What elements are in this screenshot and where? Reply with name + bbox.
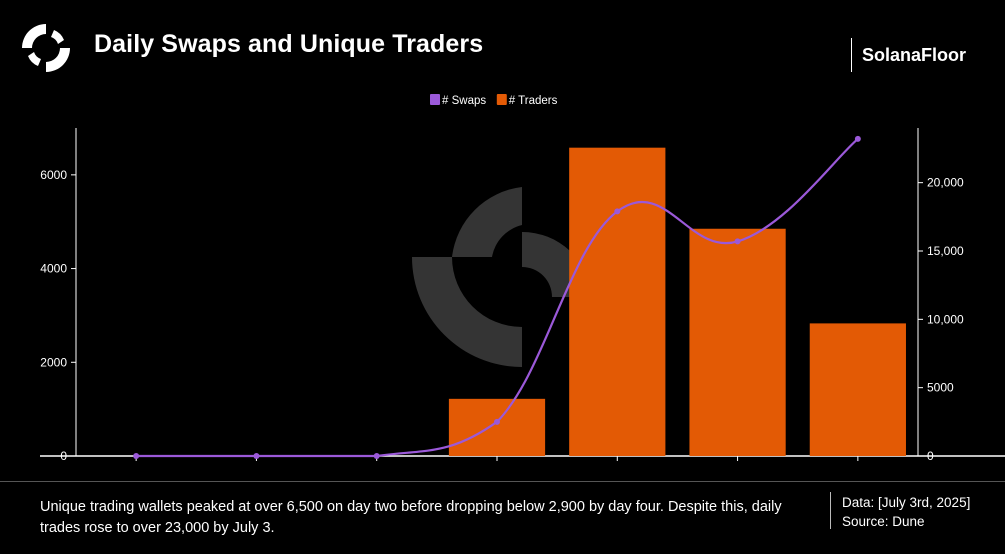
legend-swatch bbox=[430, 94, 440, 105]
footer-divider bbox=[0, 481, 1005, 482]
bar-traders bbox=[809, 323, 906, 456]
brand-name: SolanaFloor bbox=[862, 45, 967, 65]
bar-traders bbox=[448, 398, 546, 456]
point-swaps bbox=[373, 453, 380, 459]
source-block: Data: [July 3rd, 2025] Source: Dune bbox=[842, 493, 970, 531]
point-swaps bbox=[253, 453, 260, 459]
brand-divider bbox=[851, 38, 852, 72]
solanafloor-logo-icon bbox=[22, 24, 70, 72]
y-left-tick-label: 6000 bbox=[40, 168, 67, 182]
legend-label: # Swaps bbox=[442, 95, 486, 107]
chart-area: # Swaps# Traders 02000400060000500010,00… bbox=[0, 92, 1005, 476]
point-swaps bbox=[734, 238, 741, 245]
y-right-tick-label: 15,000 bbox=[927, 244, 964, 258]
point-swaps bbox=[494, 418, 500, 425]
legend-label: # Traders bbox=[509, 95, 558, 107]
legend: # Swaps # Traders bbox=[430, 94, 558, 107]
bar-traders bbox=[689, 228, 786, 456]
data-date: Data: [July 3rd, 2025] bbox=[842, 495, 971, 510]
point-swaps bbox=[614, 208, 621, 215]
header: Daily Swaps and Unique Traders SolanaFlo… bbox=[0, 0, 1005, 92]
bar-traders bbox=[569, 147, 666, 456]
chart: # Swaps# Traders 02000400060000500010,00… bbox=[40, 94, 1005, 476]
page-title: Daily Swaps and Unique Traders bbox=[94, 30, 484, 58]
data-source: Source: Dune bbox=[842, 514, 925, 529]
chart-caption: Unique trading wallets peaked at over 6,… bbox=[40, 499, 782, 536]
y-left-tick-label: 4000 bbox=[40, 262, 67, 276]
y-right-tick-label: 10,000 bbox=[927, 312, 964, 326]
point-swaps bbox=[133, 453, 140, 459]
point-swaps bbox=[854, 135, 861, 142]
y-left-tick-label: 2000 bbox=[40, 355, 67, 369]
bars-traders bbox=[448, 147, 906, 456]
line-swaps bbox=[133, 135, 861, 459]
legend-swatch bbox=[496, 94, 507, 105]
source-divider bbox=[830, 492, 831, 529]
y-right-tick-label: 20,000 bbox=[927, 176, 964, 190]
y-right-tick-label: 5000 bbox=[927, 381, 954, 395]
watermark-logo-icon bbox=[412, 187, 592, 367]
